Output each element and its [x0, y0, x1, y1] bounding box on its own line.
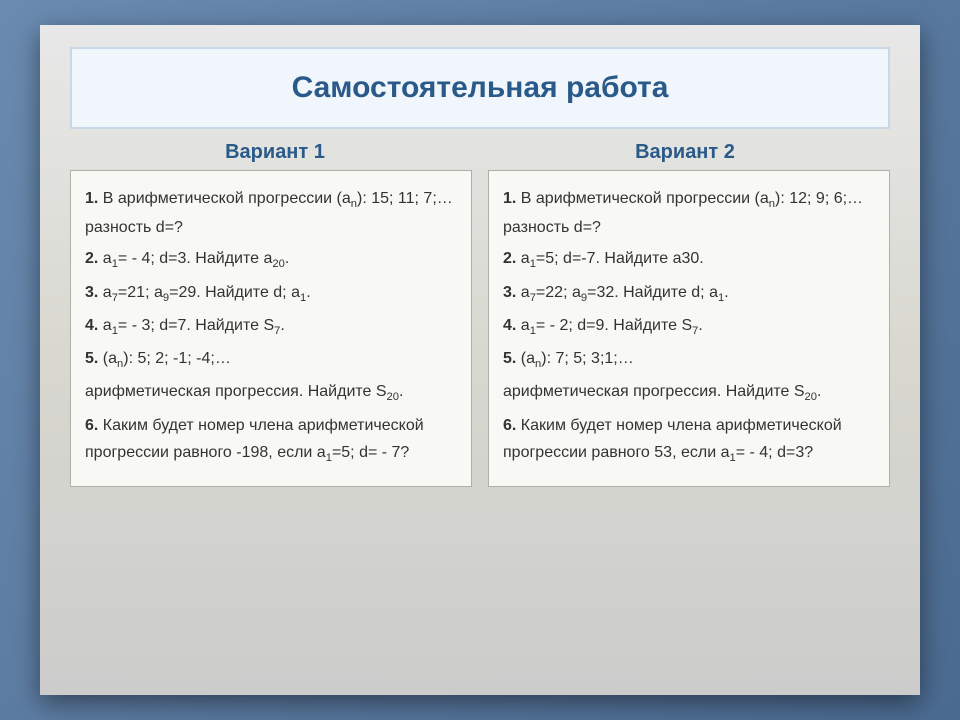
v2-q4: 4. a1= - 2; d=9. Найдите S7.: [503, 312, 875, 341]
v2-q3: 3. a7=22; a9=32. Найдите d; a1.: [503, 279, 875, 308]
subtitles-row: Вариант 1 Вариант 2: [70, 141, 890, 164]
v2-q2: 2. a1=5; d=-7. Найдите a30.: [503, 245, 875, 274]
variant2-heading: Вариант 2: [480, 141, 890, 164]
v1-q4: 4. a1= - 3; d=7. Найдите S7.: [85, 312, 457, 341]
v1-q5b: арифметическая прогрессия. Найдите S20.: [85, 378, 457, 407]
v2-q5: 5. (an): 7; 5; 3;1;…: [503, 345, 875, 374]
variant1-box: 1. В арифметической прогрессии (an): 15;…: [70, 170, 472, 487]
v1-q2: 2. a1= - 4; d=3. Найдите a20.: [85, 245, 457, 274]
v2-q1: 1. В арифметической прогрессии (an): 12;…: [503, 185, 875, 241]
slide: Самостоятельная работа Вариант 1 Вариант…: [40, 25, 920, 695]
v2-q5b: арифметическая прогрессия. Найдите S20.: [503, 378, 875, 407]
v1-q1: 1. В арифметической прогрессии (an): 15;…: [85, 185, 457, 241]
v1-q3: 3. a7=21; a9=29. Найдите d; a1.: [85, 279, 457, 308]
v2-q6: 6. Каким будет номер члена арифметическо…: [503, 412, 875, 468]
page-title: Самостоятельная работа: [102, 71, 858, 105]
variant2-box: 1. В арифметической прогрессии (an): 12;…: [488, 170, 890, 487]
columns: 1. В арифметической прогрессии (an): 15;…: [70, 170, 890, 487]
v1-q5: 5. (an): 5; 2; -1; -4;…: [85, 345, 457, 374]
v1-q6: 6. Каким будет номер члена арифметическо…: [85, 412, 457, 468]
title-box: Самостоятельная работа: [70, 47, 890, 129]
variant1-heading: Вариант 1: [70, 141, 480, 164]
